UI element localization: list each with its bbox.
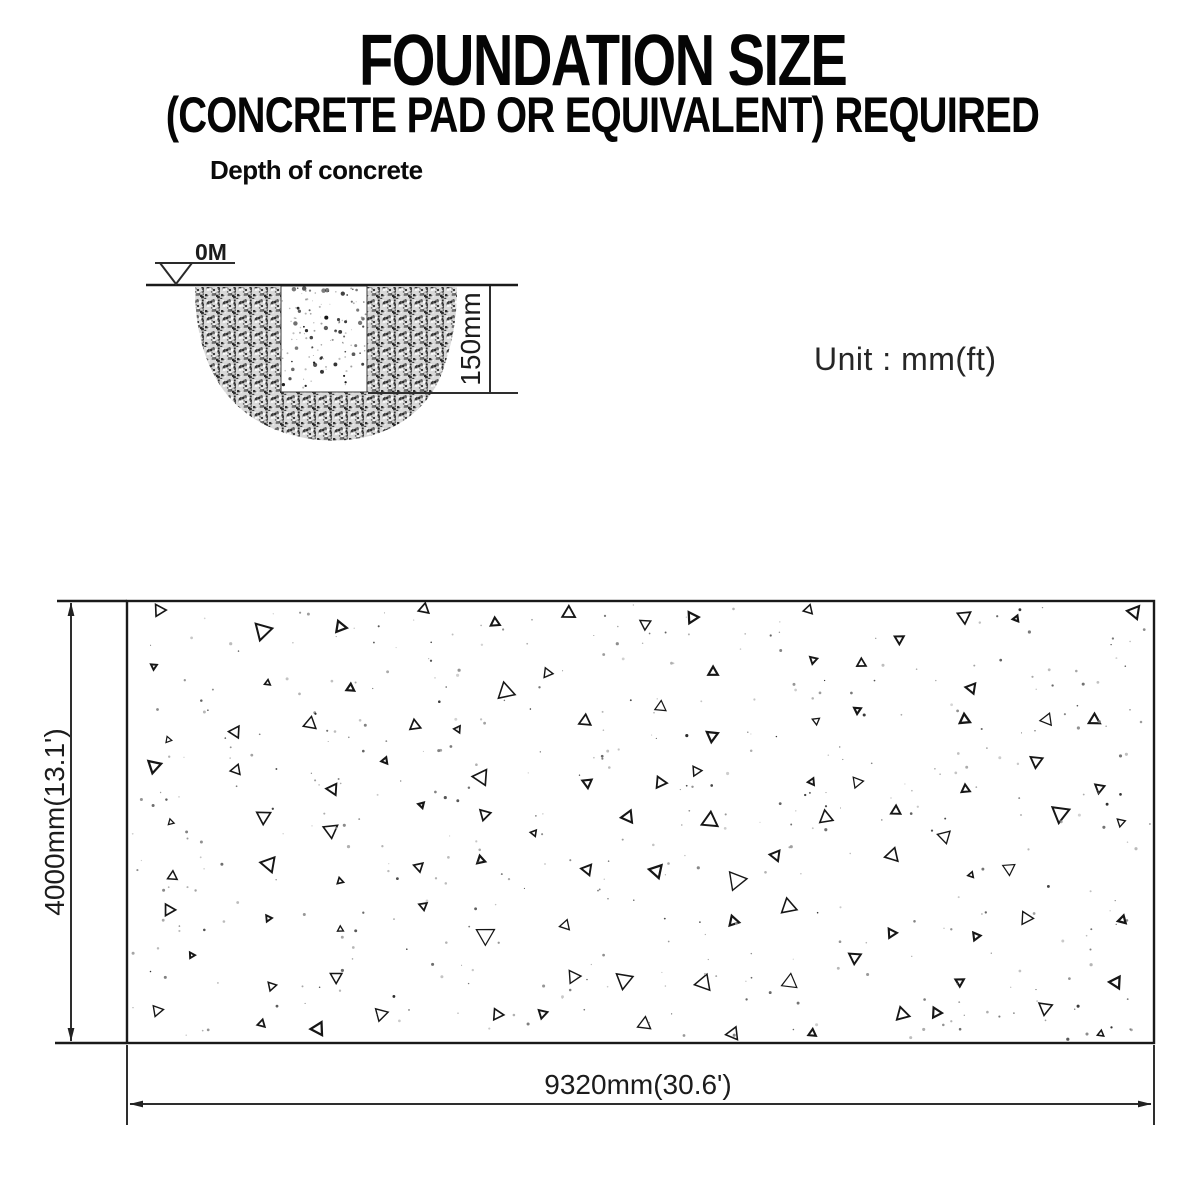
depth-dimension-label: 150mm [455,292,486,385]
ground-datum-marker: 0M [155,239,235,286]
concrete-pad-fill [127,601,1154,1043]
concrete-pad-texture [131,602,1151,1041]
ground-level-label: 0M [195,239,227,265]
depth-cross-section-diagram: 0M 150mm [146,239,518,441]
unit-note: Unit : mm(ft) [814,341,997,377]
height-dimension-label: 4000mm(13.1') [40,728,70,915]
concrete-cross-section [280,285,368,393]
page-title: FOUNDATION SIZE [359,21,848,101]
concrete-pad-outline [125,599,1156,1045]
page-subtitle: (CONCRETE PAD OR EQUIVALENT) REQUIRED [165,87,1040,143]
width-dimension-label: 9320mm(30.6') [544,1069,731,1100]
plan-view-diagram: 4000mm(13.1') 9320mm(30.6') [40,599,1156,1125]
concrete-speckle-texture [281,286,367,389]
datum-triangle-icon [157,262,195,286]
depth-of-concrete-label: Depth of concrete [210,155,423,185]
